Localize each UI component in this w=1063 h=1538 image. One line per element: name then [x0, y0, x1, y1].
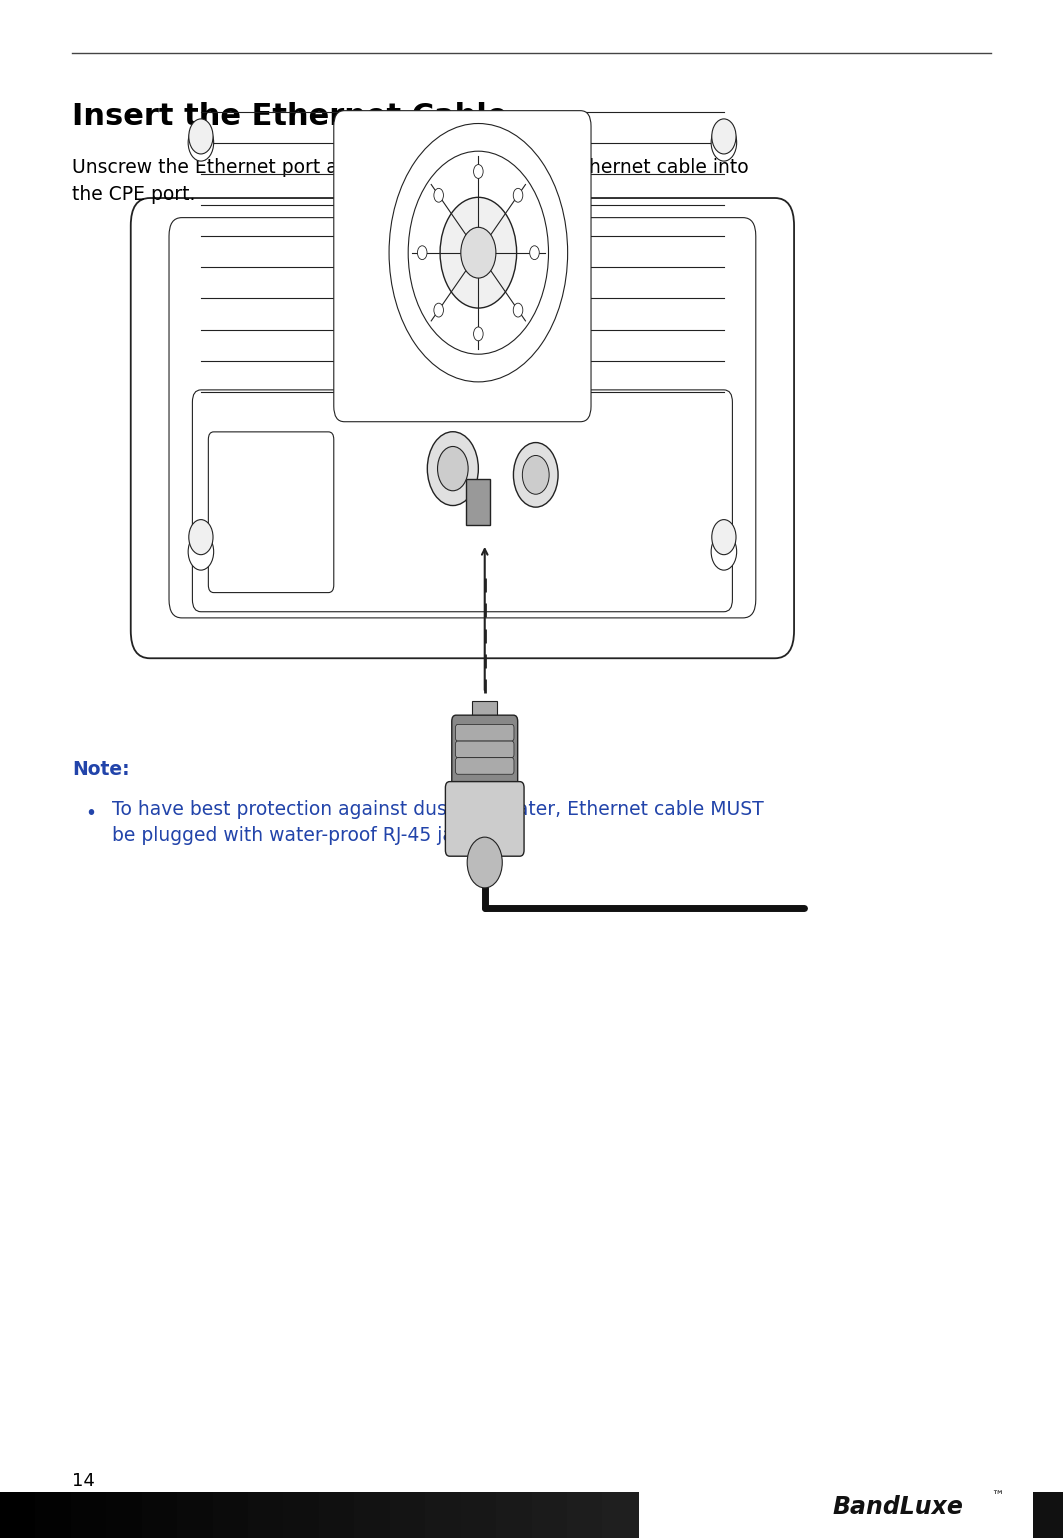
Circle shape [434, 303, 443, 317]
Circle shape [513, 443, 558, 508]
Text: ™: ™ [991, 1490, 1003, 1503]
Circle shape [389, 123, 568, 381]
Bar [354, 1492, 391, 1538]
Text: Unscrew the Ethernet port and insert one end of the Ethernet cable into
the CPE : Unscrew the Ethernet port and insert one… [72, 158, 748, 205]
Bar [319, 1492, 355, 1538]
Bar [567, 1492, 604, 1538]
Bar [1033, 1492, 1063, 1538]
FancyBboxPatch shape [455, 758, 514, 774]
FancyBboxPatch shape [334, 111, 591, 421]
Text: BandLuxe: BandLuxe [832, 1495, 964, 1520]
FancyBboxPatch shape [455, 724, 514, 741]
Bar [467, 478, 490, 524]
FancyBboxPatch shape [131, 198, 794, 658]
Bar [248, 1492, 285, 1538]
Circle shape [188, 534, 214, 571]
Circle shape [189, 520, 213, 555]
Circle shape [440, 197, 517, 308]
Circle shape [522, 455, 550, 494]
Circle shape [473, 328, 483, 341]
Bar [213, 1492, 249, 1538]
Text: •: • [85, 804, 96, 823]
FancyBboxPatch shape [445, 781, 524, 857]
Circle shape [529, 246, 539, 260]
Text: Insert the Ethernet Cable: Insert the Ethernet Cable [72, 102, 507, 131]
Bar [472, 701, 497, 726]
Bar [425, 1492, 461, 1538]
Circle shape [513, 188, 523, 201]
Circle shape [712, 118, 736, 154]
Circle shape [513, 303, 523, 317]
Circle shape [712, 520, 736, 555]
Circle shape [427, 432, 478, 506]
Circle shape [408, 151, 549, 354]
FancyBboxPatch shape [208, 432, 334, 592]
Bar [141, 1492, 179, 1538]
Bar [390, 1492, 426, 1538]
Circle shape [438, 446, 468, 491]
FancyBboxPatch shape [452, 715, 518, 800]
Circle shape [188, 125, 214, 161]
Bar [603, 1492, 639, 1538]
Circle shape [711, 534, 737, 571]
Text: Note:: Note: [72, 760, 130, 778]
Circle shape [418, 246, 427, 260]
Circle shape [473, 165, 483, 178]
Bar [178, 1492, 214, 1538]
Bar [460, 1492, 497, 1538]
Circle shape [434, 188, 443, 201]
Bar [106, 1492, 142, 1538]
Bar [0, 1492, 36, 1538]
Circle shape [461, 228, 495, 278]
FancyBboxPatch shape [192, 391, 732, 612]
Circle shape [711, 125, 737, 161]
Text: To have best protection against dust and water, Ethernet cable MUST
be plugged w: To have best protection against dust and… [113, 800, 764, 846]
Text: 14: 14 [72, 1472, 95, 1490]
Bar [71, 1492, 107, 1538]
Bar [496, 1492, 533, 1538]
FancyBboxPatch shape [455, 741, 514, 758]
Bar [284, 1492, 320, 1538]
Circle shape [189, 118, 213, 154]
Bar [532, 1492, 568, 1538]
Bar [35, 1492, 72, 1538]
Circle shape [468, 837, 502, 887]
